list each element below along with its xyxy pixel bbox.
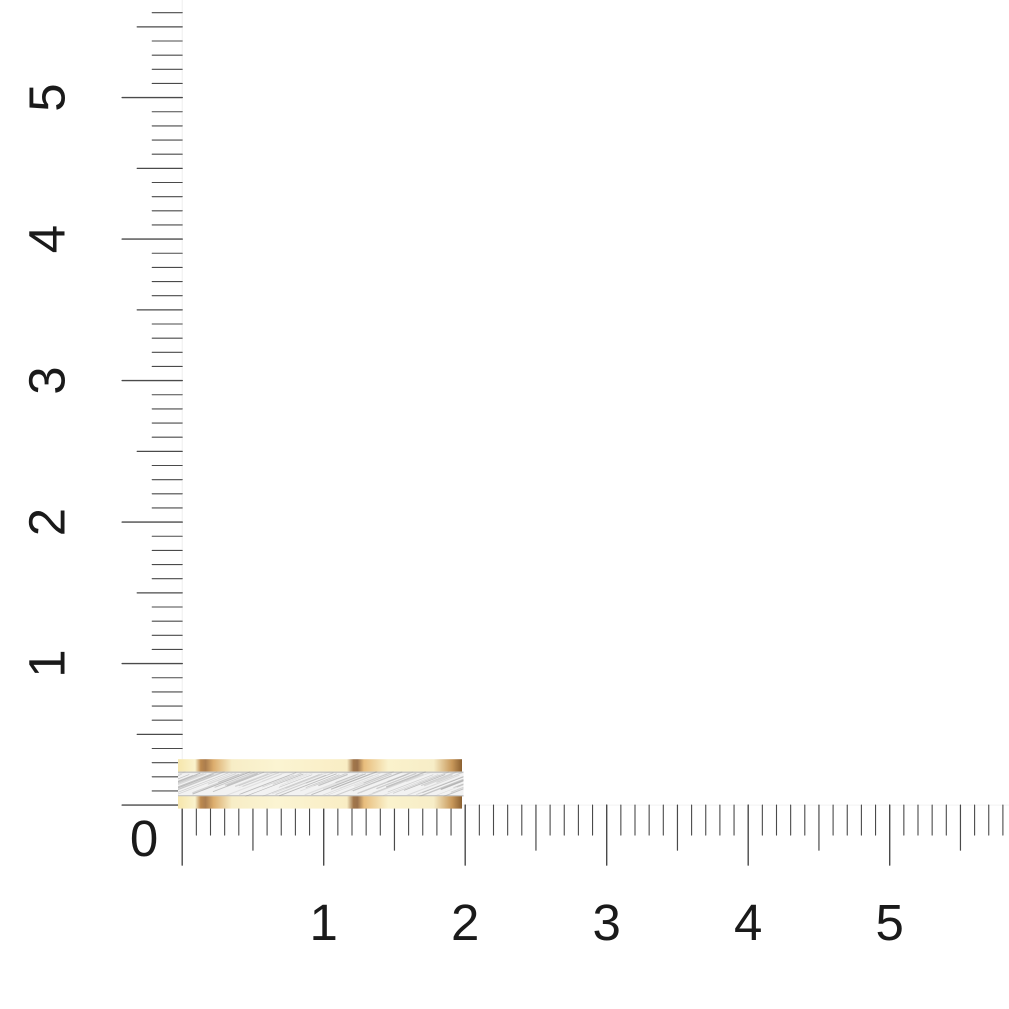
svg-text:4: 4 [734,894,762,951]
svg-text:3: 3 [593,894,621,951]
svg-text:5: 5 [876,894,904,951]
svg-text:3: 3 [19,366,76,394]
svg-text:2: 2 [19,508,76,536]
svg-text:1: 1 [19,649,76,677]
svg-text:1: 1 [310,894,338,951]
svg-text:2: 2 [451,894,479,951]
svg-text:0: 0 [130,810,158,867]
svg-text:4: 4 [19,225,76,253]
svg-text:5: 5 [19,83,76,111]
